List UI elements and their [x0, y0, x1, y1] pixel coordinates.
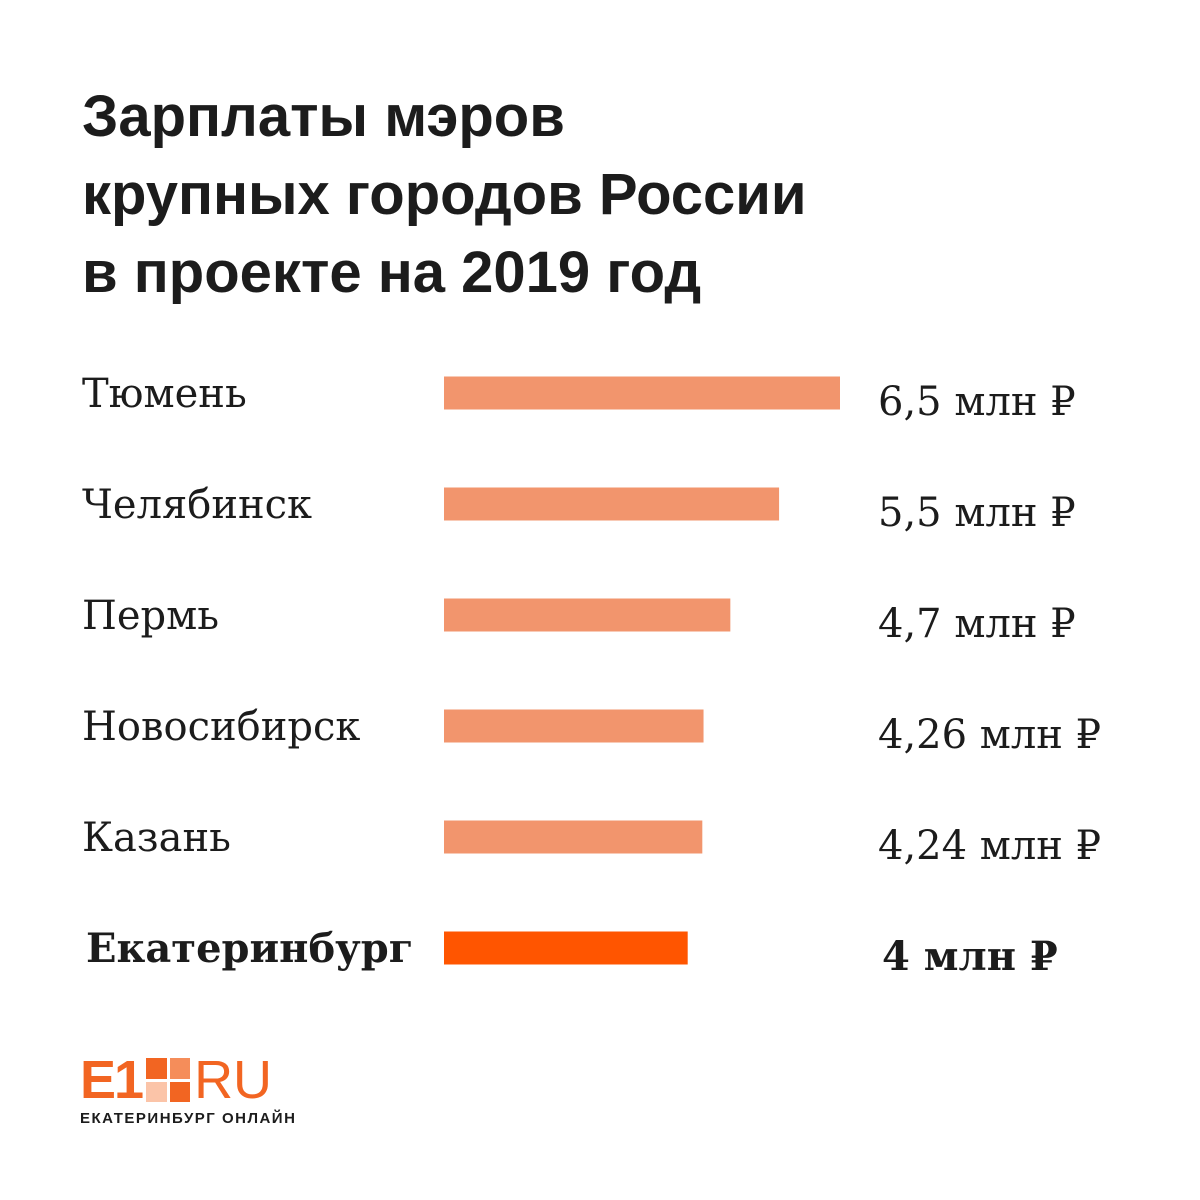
e1-logo: E1 RU ЕКАТЕРИНБУРГ ОНЛАЙН [80, 1050, 340, 1127]
logo-squares-icon [146, 1058, 191, 1102]
bar [444, 598, 731, 632]
category-label: Тюмень [82, 371, 247, 417]
value-label: 4,7 млн ₽ [878, 601, 1076, 647]
category-label: Пермь [82, 593, 219, 639]
bar [444, 487, 780, 521]
value-label: 4,26 млн ₽ [878, 712, 1101, 758]
title-line-2: крупных городов России [82, 162, 807, 227]
category-label: Екатеринбург [86, 925, 413, 972]
logo-ru-text: RU [194, 1050, 273, 1110]
bar [444, 709, 704, 743]
bar-chart: Тюмень 6,5 млн ₽ Челябинск 5,5 млн ₽ Пермь 4,… [82, 371, 1101, 980]
value-label: 6,5 млн ₽ [878, 379, 1076, 425]
bar [444, 376, 840, 410]
bar [444, 820, 703, 854]
logo-subtitle: ЕКАТЕРИНБУРГ ОНЛАЙН [80, 1110, 297, 1127]
value-label: 5,5 млн ₽ [878, 490, 1076, 536]
value-label: 4 млн ₽ [882, 933, 1058, 980]
title-line-1: Зарплаты мэров [82, 84, 565, 149]
logo-e1-text: E1 [80, 1050, 144, 1110]
chart-title: Зарплаты мэров крупных городов России в … [82, 78, 1082, 312]
value-label: 4,24 млн ₽ [878, 823, 1101, 869]
title-line-3: в проекте на 2019 год [82, 240, 702, 305]
category-label: Новосибирск [82, 704, 360, 750]
category-label: Казань [82, 815, 231, 861]
category-label: Челябинск [82, 482, 312, 528]
bar [444, 931, 688, 965]
